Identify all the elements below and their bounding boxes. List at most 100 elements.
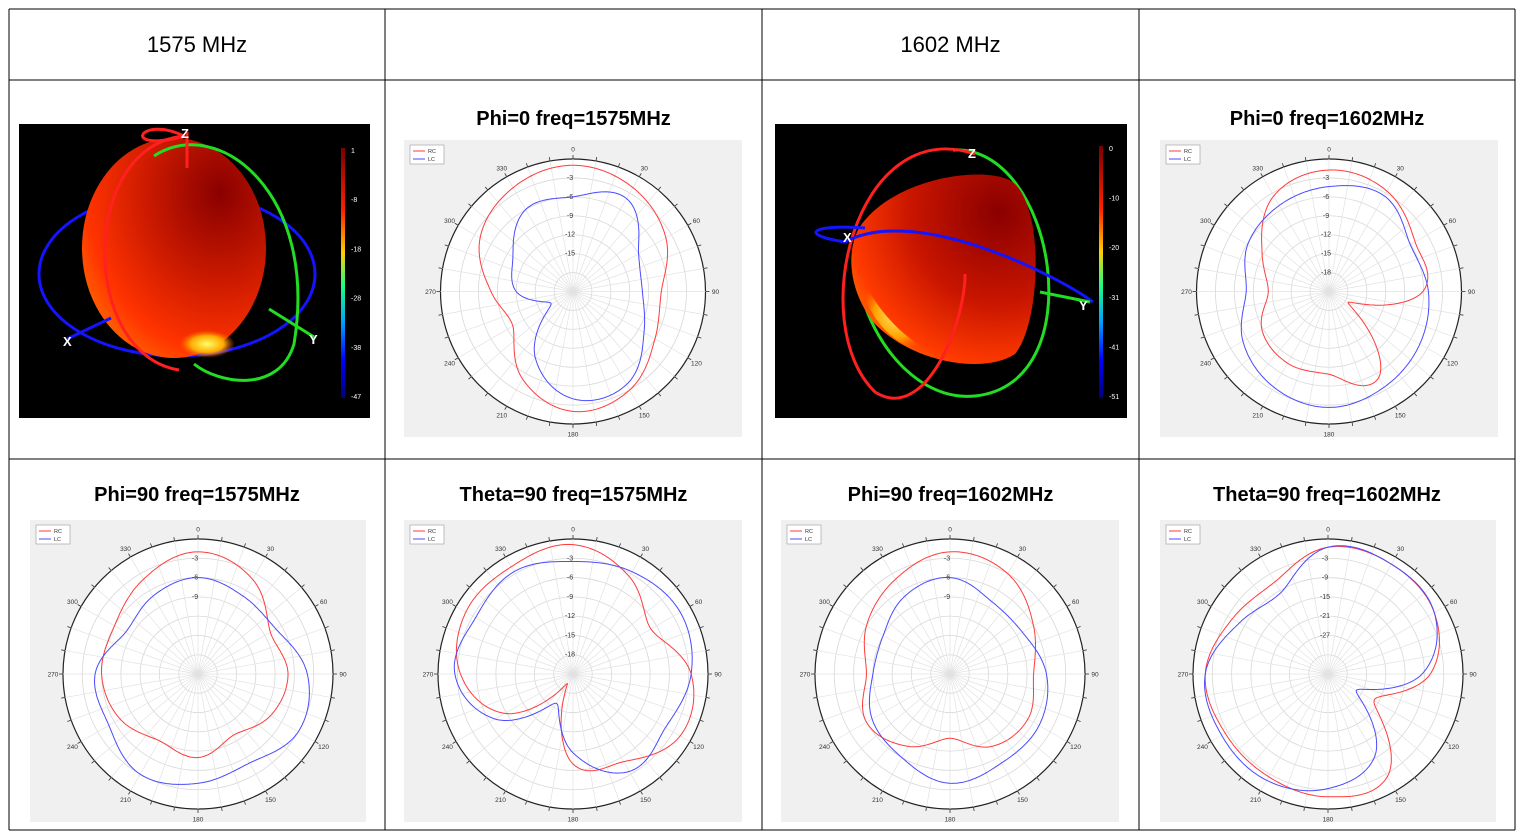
polar-grid-spoke — [572, 606, 691, 675]
polar-tick-mark — [1444, 741, 1449, 744]
polar-tick-mark — [687, 357, 692, 361]
polar-tick-mark — [595, 157, 598, 162]
angle-tick-label: 300 — [1200, 218, 1211, 225]
polar-grid-spoke — [949, 673, 1077, 721]
polar-tick-mark — [484, 186, 489, 191]
polar-grid-spoke — [549, 673, 574, 808]
polar-grid-spoke — [1201, 627, 1329, 675]
polar-grid-spoke — [1224, 673, 1329, 762]
angle-tick-label: 270 — [800, 672, 811, 679]
radial-tick-label: -9 — [1323, 213, 1329, 220]
polar-tick-mark — [548, 806, 550, 811]
polar-tick-mark — [902, 543, 905, 548]
header-cell-empty-2 — [1139, 9, 1515, 80]
polar-grid-spoke — [1260, 556, 1329, 675]
polar-grid-spoke — [197, 673, 245, 801]
colorbar-tick-label: 1 — [351, 148, 355, 155]
header-1602-label: 1602 MHz — [900, 31, 1001, 57]
legend-label-lc: LC — [428, 537, 435, 543]
polar-grid-spoke — [1327, 570, 1416, 675]
polar-tick-mark — [659, 567, 663, 571]
polar-grid-spoke — [442, 291, 574, 315]
polar-grid-spoke — [1327, 606, 1446, 675]
polar-grid-spoke — [1204, 245, 1330, 292]
polar-grid-spoke — [1328, 245, 1454, 292]
polar-grid-spoke — [1194, 650, 1329, 675]
angle-tick-label: 30 — [1397, 166, 1405, 173]
polar-grid-spoke — [1240, 570, 1329, 675]
polar-grid-spoke — [1194, 673, 1329, 698]
radial-tick-label: -15 — [565, 251, 575, 258]
polar-grid-spoke — [1304, 673, 1329, 808]
polar-tick-mark — [1413, 392, 1418, 397]
polar-tick-mark — [1431, 760, 1435, 764]
chart-legend: RC LC — [409, 144, 445, 165]
legend-box — [409, 144, 445, 165]
polar-grid-spoke — [949, 673, 1068, 742]
angle-tick-label: 210 — [120, 797, 131, 804]
polar-tick-mark — [1238, 777, 1242, 781]
polar-tick-mark — [452, 604, 457, 607]
radial-tick-label: -9 — [944, 594, 950, 601]
colorbar-tick-label: -38 — [351, 345, 361, 352]
polar-grid-spoke — [526, 547, 574, 675]
angle-tick-label: 180 — [193, 817, 204, 823]
polar-grid-spoke — [526, 673, 574, 801]
angle-tick-label: 300 — [819, 599, 830, 606]
polar-grid-spoke — [1198, 268, 1330, 292]
polar-grid-spoke — [130, 673, 199, 792]
polar-tick-mark — [659, 777, 663, 781]
chart-title: Theta=90 freq=1575MHz — [459, 484, 688, 506]
angle-tick-label: 150 — [265, 797, 276, 804]
polar-grid-spoke — [471, 291, 574, 377]
polar-tick-mark — [1053, 760, 1057, 764]
polar-tick-mark — [67, 626, 72, 629]
polar-grid-spoke — [448, 291, 574, 338]
x-axis-line — [66, 316, 112, 341]
polar-tick-mark — [314, 604, 319, 607]
polar-grid-spoke — [197, 673, 286, 778]
polar-tick-mark — [1460, 649, 1465, 651]
polar-tick-mark — [973, 806, 975, 811]
polar-tick-mark — [1460, 697, 1465, 699]
polar-grid-spoke — [527, 291, 574, 417]
polar-tick-mark — [466, 760, 470, 764]
colorbar-tick-label: -31 — [1109, 295, 1119, 302]
polar-tick-mark — [1281, 163, 1285, 168]
angle-tick-label: 90 — [339, 672, 347, 679]
angle-tick-label: 60 — [693, 218, 701, 225]
colorbar-tick-label: -10 — [1109, 196, 1119, 203]
polar-tick-mark — [1351, 157, 1354, 162]
polar-tick-mark — [504, 173, 508, 177]
polar-tick-mark — [128, 790, 131, 795]
polar-tick-mark — [330, 649, 335, 651]
polar-grid-spoke — [1305, 291, 1330, 423]
polar-tick-mark — [657, 186, 662, 191]
polar-tick-mark — [1280, 543, 1283, 548]
angle-tick-label: 210 — [1250, 797, 1261, 804]
polar-plot-area: 0 30 60 90 120 150 180 210 240 270 300 330 -3 -9 -15 -2… — [1160, 520, 1496, 824]
polar-grid-spoke — [1328, 291, 1375, 417]
polar-grid-spoke — [485, 570, 574, 675]
polar-grid-spoke — [1210, 673, 1329, 742]
radial-tick-label: -21 — [1320, 613, 1330, 620]
polar-grid-spoke — [197, 547, 245, 675]
polar-tick-mark — [596, 806, 598, 811]
polar-grid-spoke — [1281, 673, 1329, 801]
polar-tick-mark — [1373, 543, 1376, 548]
colorbar-tick-label: 0 — [1109, 146, 1113, 153]
polar-tick-mark — [525, 415, 529, 420]
polar-tick-mark — [1414, 777, 1418, 781]
polar-tick-mark — [860, 567, 864, 571]
polar-grid-spoke — [506, 176, 574, 292]
polar-grid-spoke — [1204, 291, 1330, 338]
polar-grid-spoke — [1328, 268, 1460, 292]
y-axis-label: Y — [309, 332, 318, 347]
colorbar — [1099, 146, 1103, 398]
radial-tick-label: -27 — [1320, 632, 1330, 639]
polar-tick-mark — [1394, 173, 1398, 177]
polar-grid-spoke — [572, 291, 698, 338]
polar-grid-spoke — [949, 627, 1077, 675]
polar-grid-spoke — [572, 291, 640, 407]
